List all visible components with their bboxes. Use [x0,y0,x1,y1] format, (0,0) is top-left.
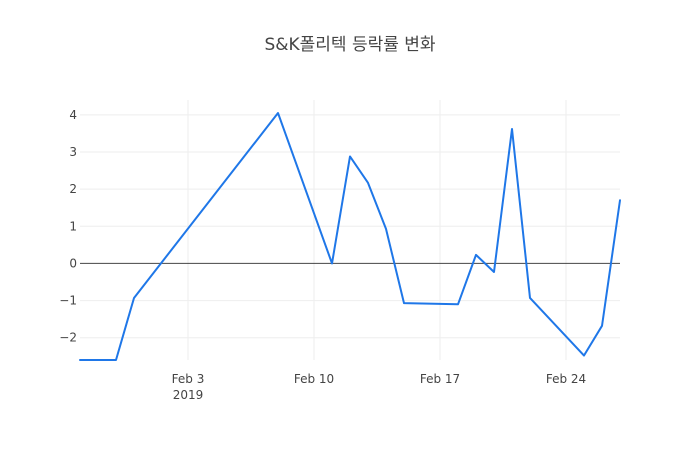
x-tick-label: Feb 10 [294,372,334,386]
x-tick-label: Feb 24 [546,372,586,386]
y-axis: −2 −1 0 1 2 3 4 [59,108,77,345]
x-tick-sublabel: 2019 [173,388,204,402]
chart-title: S&K폴리텍 등락률 변화 [264,35,435,55]
y-tick-label: 3 [69,145,77,159]
y-tick-label: 4 [69,108,77,122]
y-tick-label: 2 [69,182,77,196]
y-tick-label: −2 [59,331,77,345]
series-line [79,112,621,361]
y-tick-label: −1 [59,294,77,308]
x-tick-label: Feb 17 [420,372,460,386]
y-tick-label: 1 [69,219,77,233]
x-tick-label: Feb 3 [172,372,205,386]
y-tick-label: 0 [69,256,77,270]
grid-layer [80,100,620,360]
series-layer [79,112,621,361]
x-axis: Feb 3 2019 Feb 10 Feb 17 Feb 24 [172,372,587,402]
